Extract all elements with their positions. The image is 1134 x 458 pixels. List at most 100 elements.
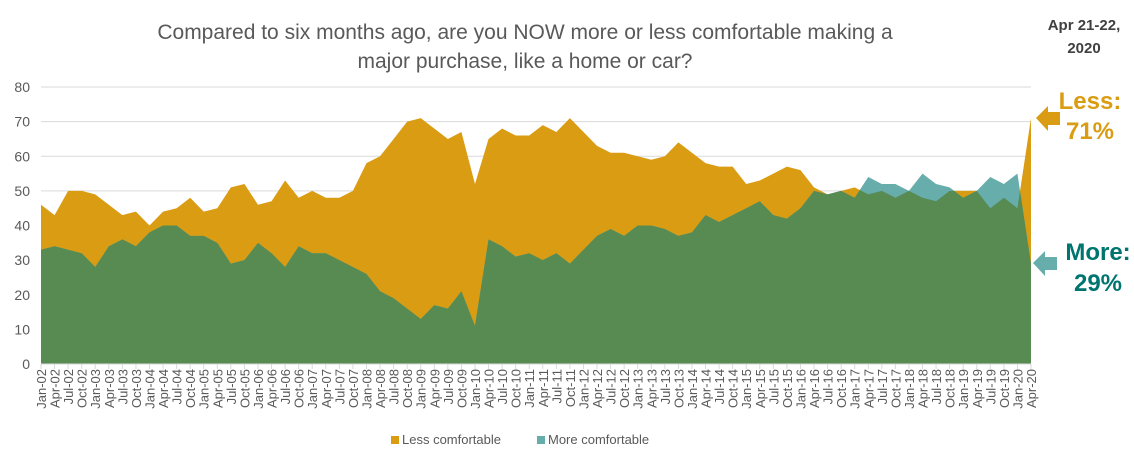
x-tick-label: Oct-14 — [726, 369, 741, 408]
x-tick-label: Oct-15 — [780, 369, 795, 408]
x-tick-label: Apr-19 — [970, 369, 985, 408]
x-tick-label: Jan-04 — [142, 369, 157, 409]
x-tick-label: Apr-17 — [861, 369, 876, 408]
x-tick-label: Oct-07 — [346, 369, 361, 408]
x-tick-label: Jan-16 — [793, 369, 808, 409]
x-tick-label: Jan-03 — [88, 369, 103, 409]
x-tick-label: Oct-16 — [834, 369, 849, 408]
x-axis: Jan-02Apr-02Jul-02Oct-02Jan-03Apr-03Jul-… — [34, 363, 1039, 409]
x-tick-label: Apr-11 — [536, 369, 551, 407]
x-tick-label: Jan-02 — [34, 369, 49, 409]
x-tick-label: Apr-07 — [319, 369, 334, 408]
legend-label-less: Less comfortable — [402, 432, 501, 447]
x-tick-label: Jul-03 — [115, 369, 130, 404]
x-tick-label: Oct-02 — [75, 369, 90, 408]
y-tick-label: 10 — [14, 321, 30, 337]
x-tick-label: Apr-13 — [644, 369, 659, 408]
x-tick-label: Apr-03 — [102, 369, 117, 408]
x-tick-label: Jan-05 — [197, 369, 212, 409]
x-tick-label: Jan-19 — [956, 369, 971, 409]
x-tick-label: Jan-09 — [414, 369, 429, 409]
x-tick-label: Jul-08 — [387, 369, 402, 404]
more-callout-label: More: — [1065, 239, 1130, 266]
y-axis: 0 10 20 30 40 50 60 70 80 — [14, 79, 30, 372]
overlap-area — [41, 190, 1031, 364]
x-tick-label: Apr-09 — [427, 369, 442, 408]
x-tick-label: Jan-12 — [576, 369, 591, 409]
x-tick-label: Oct-08 — [400, 369, 415, 408]
x-tick-label: Jan-18 — [902, 369, 917, 409]
x-tick-label: Oct-18 — [943, 369, 958, 408]
x-tick-label: Apr-04 — [156, 369, 171, 408]
x-tick-label: Jan-17 — [848, 369, 863, 409]
x-tick-label: Apr-08 — [373, 369, 388, 408]
x-tick-label: Jan-15 — [739, 369, 754, 409]
chart-title-line-2: major purchase, like a home or car? — [358, 50, 693, 73]
x-tick-label: Jul-04 — [170, 369, 185, 404]
more-callout-value: 29% — [1074, 270, 1122, 297]
x-tick-label: Oct-04 — [183, 369, 198, 408]
x-tick-label: Jul-06 — [278, 369, 293, 404]
x-tick-label: Oct-11 — [563, 369, 578, 407]
x-tick-label: Apr-06 — [265, 369, 280, 408]
y-tick-label: 70 — [14, 114, 30, 130]
date-note-line-1: Apr 21-22, — [1048, 17, 1121, 34]
x-tick-label: Jan-20 — [1010, 369, 1025, 409]
x-tick-label: Apr-16 — [807, 369, 822, 408]
x-tick-label: Oct-05 — [237, 369, 252, 408]
x-tick-label: Jul-07 — [332, 369, 347, 404]
x-tick-label: Jul-10 — [495, 369, 510, 404]
y-tick-label: 80 — [14, 79, 30, 95]
y-tick-label: 0 — [22, 356, 30, 372]
x-tick-label: Jul-12 — [604, 369, 619, 404]
x-tick-label: Jul-09 — [441, 369, 456, 404]
x-tick-label: Jul-14 — [712, 369, 727, 404]
more-arrow-icon — [1033, 251, 1057, 276]
x-tick-label: Jan-08 — [359, 369, 374, 409]
x-tick-label: Jul-16 — [821, 369, 836, 404]
y-tick-label: 40 — [14, 218, 30, 234]
x-tick-label: Jan-07 — [305, 369, 320, 409]
legend-label-more: More comfortable — [548, 432, 649, 447]
legend-swatch-less — [391, 436, 399, 444]
x-tick-label: Oct-10 — [509, 369, 524, 408]
areas — [41, 118, 1031, 364]
x-tick-label: Oct-19 — [997, 369, 1012, 408]
x-tick-label: Apr-18 — [916, 369, 931, 408]
legend-swatch-more — [537, 436, 545, 444]
y-tick-label: 60 — [14, 148, 30, 164]
x-tick-label: Jan-13 — [631, 369, 646, 409]
x-tick-label: Jan-10 — [468, 369, 483, 409]
date-note-line-2: 2020 — [1067, 40, 1100, 57]
x-tick-label: Apr-02 — [48, 369, 63, 408]
x-tick-label: Oct-03 — [129, 369, 144, 408]
x-tick-label: Jul-11 — [549, 369, 564, 403]
y-tick-label: 20 — [14, 287, 30, 303]
x-tick-label: Jul-17 — [875, 369, 890, 404]
less-arrow-icon — [1036, 106, 1060, 131]
x-tick-label: Apr-05 — [210, 369, 225, 408]
less-callout-value: 71% — [1066, 118, 1114, 145]
chart-title-line-1: Compared to six months ago, are you NOW … — [157, 21, 893, 44]
x-tick-label: Jul-15 — [766, 369, 781, 404]
x-tick-label: Oct-06 — [292, 369, 307, 408]
x-tick-label: Jan-06 — [251, 369, 266, 409]
x-tick-label: Apr-20 — [1024, 369, 1039, 408]
x-tick-label: Jul-05 — [224, 369, 239, 404]
x-tick-label: Apr-12 — [590, 369, 605, 408]
x-tick-label: Jul-02 — [61, 369, 76, 404]
x-tick-label: Oct-09 — [454, 369, 469, 408]
x-tick-label: Apr-15 — [753, 369, 768, 408]
x-tick-label: Oct-12 — [617, 369, 632, 408]
x-tick-label: Oct-13 — [671, 369, 686, 408]
x-tick-label: Jan-14 — [685, 369, 700, 409]
x-tick-label: Jul-18 — [929, 369, 944, 404]
x-tick-label: Oct-17 — [888, 369, 903, 408]
x-tick-label: Apr-14 — [699, 369, 714, 408]
x-tick-label: Jul-13 — [658, 369, 673, 404]
less-callout-label: Less: — [1059, 88, 1122, 115]
y-tick-label: 50 — [14, 183, 30, 199]
x-tick-label: Jul-19 — [983, 369, 998, 404]
